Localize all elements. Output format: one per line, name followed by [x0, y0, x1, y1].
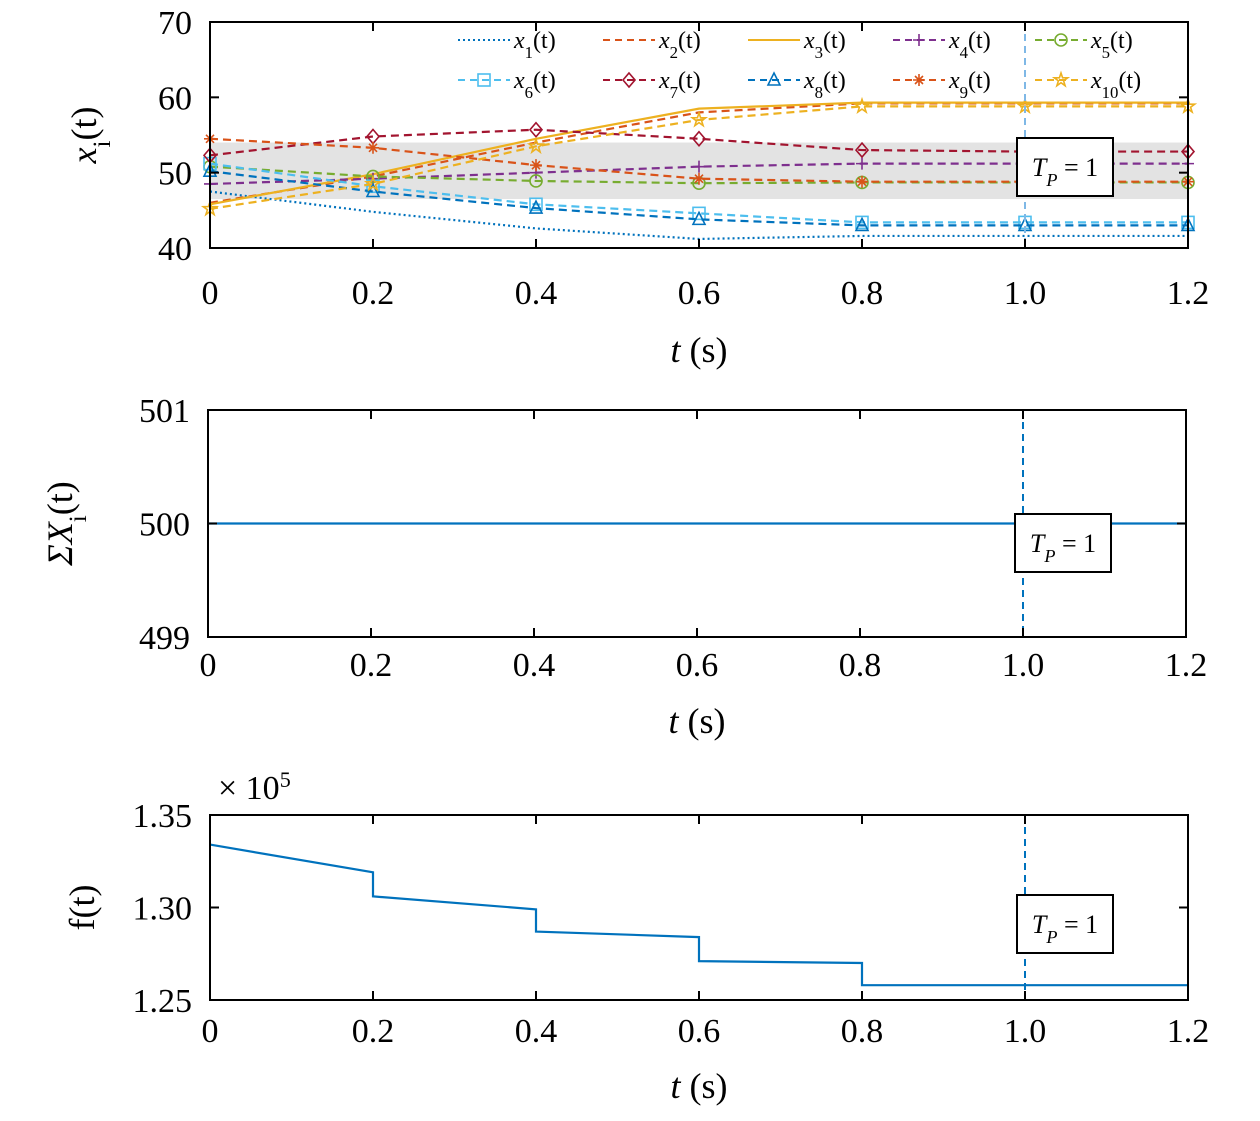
- x-tick-label: 1.2: [1165, 647, 1208, 684]
- series-line-1: [209, 843, 1188, 987]
- x-tick-label: 0: [202, 1013, 219, 1050]
- series-6-point: [692, 206, 706, 221]
- x-tick-label: 0.6: [678, 275, 721, 312]
- x-tick-label: 1.0: [1002, 647, 1045, 684]
- y-axis-label: xi(t): [64, 107, 116, 165]
- series-10-point: [852, 96, 872, 115]
- x-axis-label: t (s): [670, 330, 727, 370]
- legend-marker-9: [913, 74, 925, 86]
- x-tick-label: 1.2: [1167, 1013, 1210, 1050]
- period-annotation-box: [1014, 513, 1112, 573]
- y-tick-label: 1.30: [133, 891, 193, 928]
- series-4-point: [693, 160, 705, 173]
- x-tick-label: 1.0: [1004, 1013, 1047, 1050]
- y-tick-label: 1.25: [133, 983, 193, 1020]
- series-10-point: [526, 136, 546, 155]
- series-9-point: [530, 159, 542, 172]
- legend-marker-7: [621, 71, 637, 89]
- legend-label-7: x7(t): [658, 68, 701, 102]
- legend-label-2: x2(t): [658, 28, 701, 62]
- period-annotation-text: TP = 1: [1030, 529, 1096, 566]
- legend-marker-5: [1054, 33, 1068, 47]
- legend-marker-8: [766, 71, 782, 86]
- series-9-point: [367, 141, 379, 154]
- chart-panel-1: 0 0.2 0.4 0.6 0.8 1.0 1.2 40 50 60 70 t (s) xi(t) TP …: [64, 5, 1209, 370]
- series-7-point: [691, 130, 707, 147]
- y-tick-label: 70: [158, 5, 192, 42]
- series-5-point: [529, 174, 543, 188]
- legend-label-10: x10(t): [1090, 68, 1141, 102]
- legend-label-6: x6(t): [513, 68, 556, 102]
- chart-panel-2: 0 0.2 0.4 0.6 0.8 1.0 1.2 499 500 501 t (s) ΣXi(t) T…: [40, 393, 1207, 741]
- legend-label-9: x9(t): [948, 68, 991, 102]
- series-9-point: [856, 175, 868, 188]
- period-annotation-text: TP = 1: [1032, 910, 1098, 947]
- x-tick-label: 0.2: [352, 275, 395, 312]
- series-5-point: [366, 169, 380, 184]
- x-tick-label: 0: [202, 275, 219, 312]
- y-tick-label: 500: [139, 507, 190, 544]
- legend-label-4: x4(t): [948, 28, 991, 62]
- x-tick-label: 0.6: [676, 647, 719, 684]
- y-axis-label: f(t): [62, 885, 102, 931]
- legend-label-3: x3(t): [803, 28, 846, 62]
- chart-panel-3: 0 0.2 0.4 0.6 0.8 1.0 1.2 1.25 1.30 1.35 t (s) f(t)…: [62, 767, 1209, 1107]
- y-axis-label: ΣXi(t): [40, 481, 92, 566]
- legend: x1(t) x2(t) x3(t) x4(t) x5(t) x6(t) x7(t) x8(t)…: [458, 28, 1141, 102]
- series-4-point: [856, 157, 868, 170]
- x-tick-label: 0.4: [515, 275, 558, 312]
- x-tick-label: 0.2: [352, 1013, 395, 1050]
- series-8-point: [854, 216, 870, 232]
- x-axis-label: t (s): [668, 701, 725, 741]
- x-tick-label: 0.4: [515, 1013, 558, 1050]
- legend-marker-4: [913, 34, 925, 46]
- period-annotation-text: TP = 1: [1032, 153, 1098, 190]
- x-tick-label: 0.8: [841, 275, 884, 312]
- x-tick-label: 1.2: [1167, 275, 1210, 312]
- series-9-point: [693, 172, 705, 185]
- x-tick-label: 1.0: [1004, 275, 1047, 312]
- legend-marker-10: [1051, 70, 1071, 88]
- series-8-point: [528, 199, 544, 214]
- y-tick-label: 501: [139, 393, 190, 430]
- legend-marker-6: [477, 73, 491, 87]
- series-6-point: [529, 197, 543, 212]
- series-6-point: [855, 215, 869, 230]
- series-line-1: [209, 190, 1188, 241]
- x-tick-label: 0: [200, 647, 217, 684]
- x-axis-label: t (s): [670, 1066, 727, 1106]
- period-annotation-box: [1016, 894, 1114, 954]
- y-tick-label: 60: [158, 80, 192, 117]
- x-tick-label: 0.8: [839, 647, 882, 684]
- period-annotation-box: [1016, 137, 1114, 197]
- legend-label-5: x5(t): [1090, 28, 1133, 62]
- series-6-point: [366, 179, 380, 194]
- y-tick-label: 50: [158, 156, 192, 193]
- legend-label-8: x8(t): [803, 68, 846, 102]
- series-10-point: [363, 174, 383, 192]
- y-tick-label: 499: [139, 620, 190, 657]
- series-8-point: [691, 210, 707, 226]
- exponent-label: × 105: [218, 767, 291, 808]
- legend-label-1: x1(t): [513, 28, 556, 62]
- y-tick-label: 1.35: [133, 798, 193, 835]
- series-10-point: [689, 110, 709, 128]
- x-tick-label: 0.8: [841, 1013, 884, 1050]
- series-8-point: [365, 182, 381, 198]
- x-tick-label: 0.4: [513, 647, 556, 684]
- y-tick-label: 40: [158, 231, 192, 268]
- x-tick-label: 0.6: [678, 1013, 721, 1050]
- series-7-point: [854, 141, 870, 159]
- x-tick-label: 0.2: [350, 647, 393, 684]
- series-7-point: [528, 121, 544, 138]
